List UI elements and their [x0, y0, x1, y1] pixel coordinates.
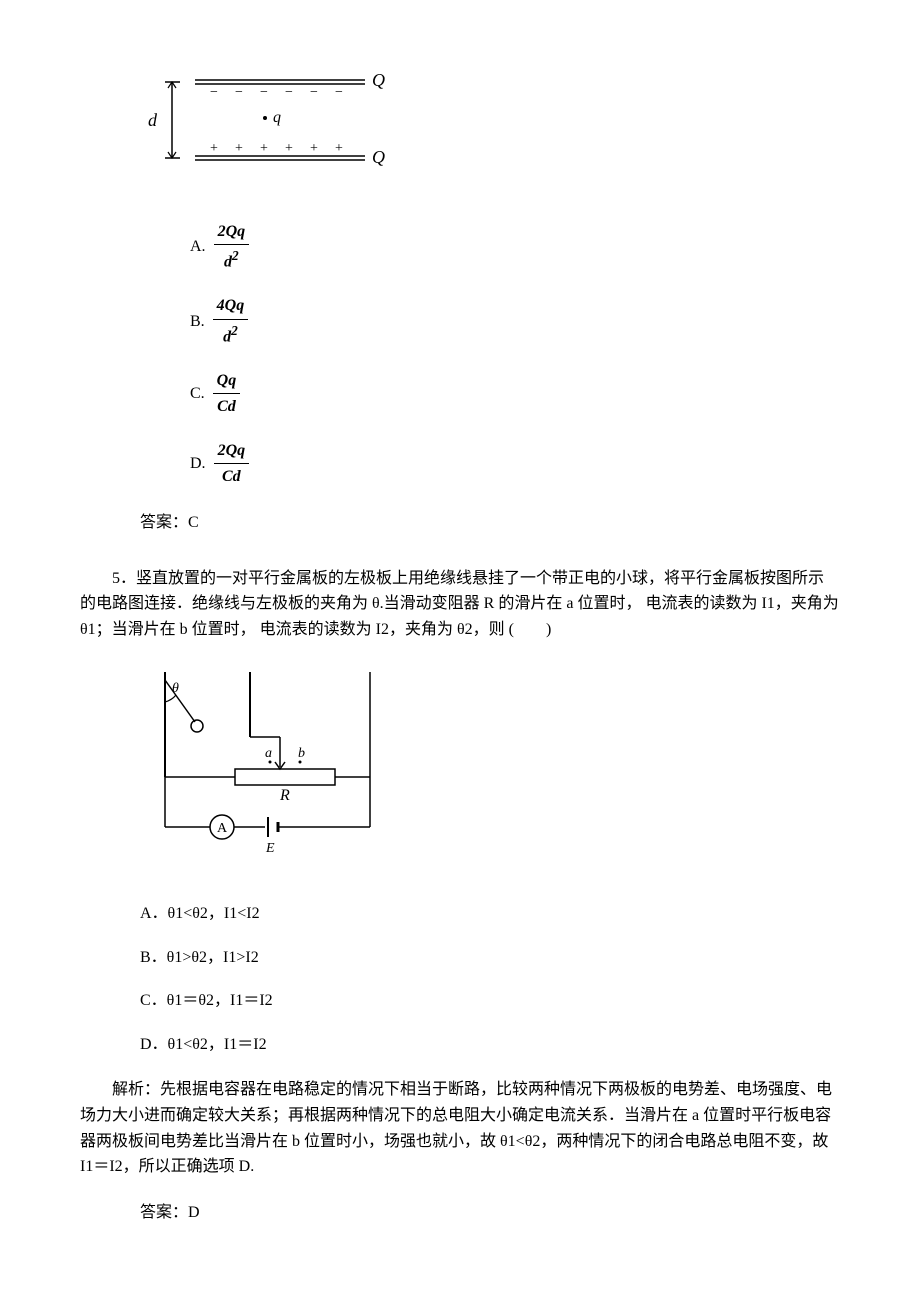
analysis-text: 先根据电容器在电路稳定的情况下相当于断路，比较两种情况下两极板的电势差、电场强度… — [80, 1081, 832, 1175]
a-label: a — [265, 746, 272, 761]
svg-text:+: + — [310, 141, 318, 156]
q5-option-a: A．θ1<θ2，I1<I2 — [140, 901, 840, 927]
q5-text: 5．竖直放置的一对平行金属板的左极板上用绝缘线悬挂了一个带正电的小球，将平行金属… — [80, 566, 840, 643]
answer-value: C — [188, 514, 199, 531]
q5-analysis: 解析：先根据电容器在电路稳定的情况下相当于断路，比较两种情况下两极板的电势差、电… — [80, 1077, 840, 1179]
q5-option-c: C．θ1＝θ2，I1＝I2 — [140, 988, 840, 1014]
e-label: E — [265, 841, 275, 856]
option-letter: D. — [190, 451, 206, 477]
answer-value: D — [188, 1204, 200, 1221]
svg-text:+: + — [210, 141, 218, 156]
svg-text:−: − — [310, 85, 318, 100]
answer-label: 答案： — [140, 1204, 188, 1221]
svg-text:−: − — [335, 85, 343, 100]
q5-number: 5． — [112, 570, 136, 587]
circuit-figure: θ a b R A E — [140, 662, 840, 871]
svg-text:+: + — [335, 141, 343, 156]
q-charge-label: q — [273, 109, 281, 126]
b-label: b — [298, 746, 305, 761]
svg-text:+: + — [235, 141, 243, 156]
fraction-b: 4Qq d2 — [213, 293, 249, 350]
svg-text:−: − — [260, 85, 268, 100]
capacitor-figure: − − − − − − Q + + + + + + Q d q — [140, 60, 840, 189]
q5-option-b: B．θ1>θ2，I1>I2 — [140, 945, 840, 971]
svg-text:−: − — [210, 85, 218, 100]
q4-option-b: B. 4Qq d2 — [190, 293, 840, 350]
q5-answer: 答案：D — [140, 1200, 840, 1226]
svg-text:+: + — [285, 141, 293, 156]
fraction-d: 2Qq Cd — [214, 438, 250, 490]
theta-label: θ — [172, 681, 179, 696]
option-letter: B. — [190, 309, 205, 335]
option-letter: A. — [190, 234, 206, 260]
svg-text:−: − — [285, 85, 293, 100]
fraction-c: Qq Cd — [213, 368, 241, 420]
ammeter-label: A — [217, 821, 228, 836]
answer-label: 答案： — [140, 514, 188, 531]
q4-option-a: A. 2Qq d2 — [190, 219, 840, 276]
svg-text:−: − — [235, 85, 243, 100]
q-bottom-label: Q — [372, 147, 385, 167]
q4-option-d: D. 2Qq Cd — [190, 438, 840, 490]
r-label: R — [279, 787, 290, 804]
svg-text:+: + — [260, 141, 268, 156]
option-letter: C. — [190, 381, 205, 407]
q5-option-d: D．θ1<θ2，I1＝I2 — [140, 1032, 840, 1058]
q-top-label: Q — [372, 70, 385, 90]
d-label: d — [148, 110, 158, 130]
analysis-label: 解析： — [112, 1081, 160, 1098]
q4-option-c: C. Qq Cd — [190, 368, 840, 420]
fraction-a: 2Qq d2 — [214, 219, 250, 276]
q4-answer: 答案：C — [140, 510, 840, 536]
q5-body: 竖直放置的一对平行金属板的左极板上用绝缘线悬挂了一个带正电的小球，将平行金属板按… — [80, 570, 839, 638]
